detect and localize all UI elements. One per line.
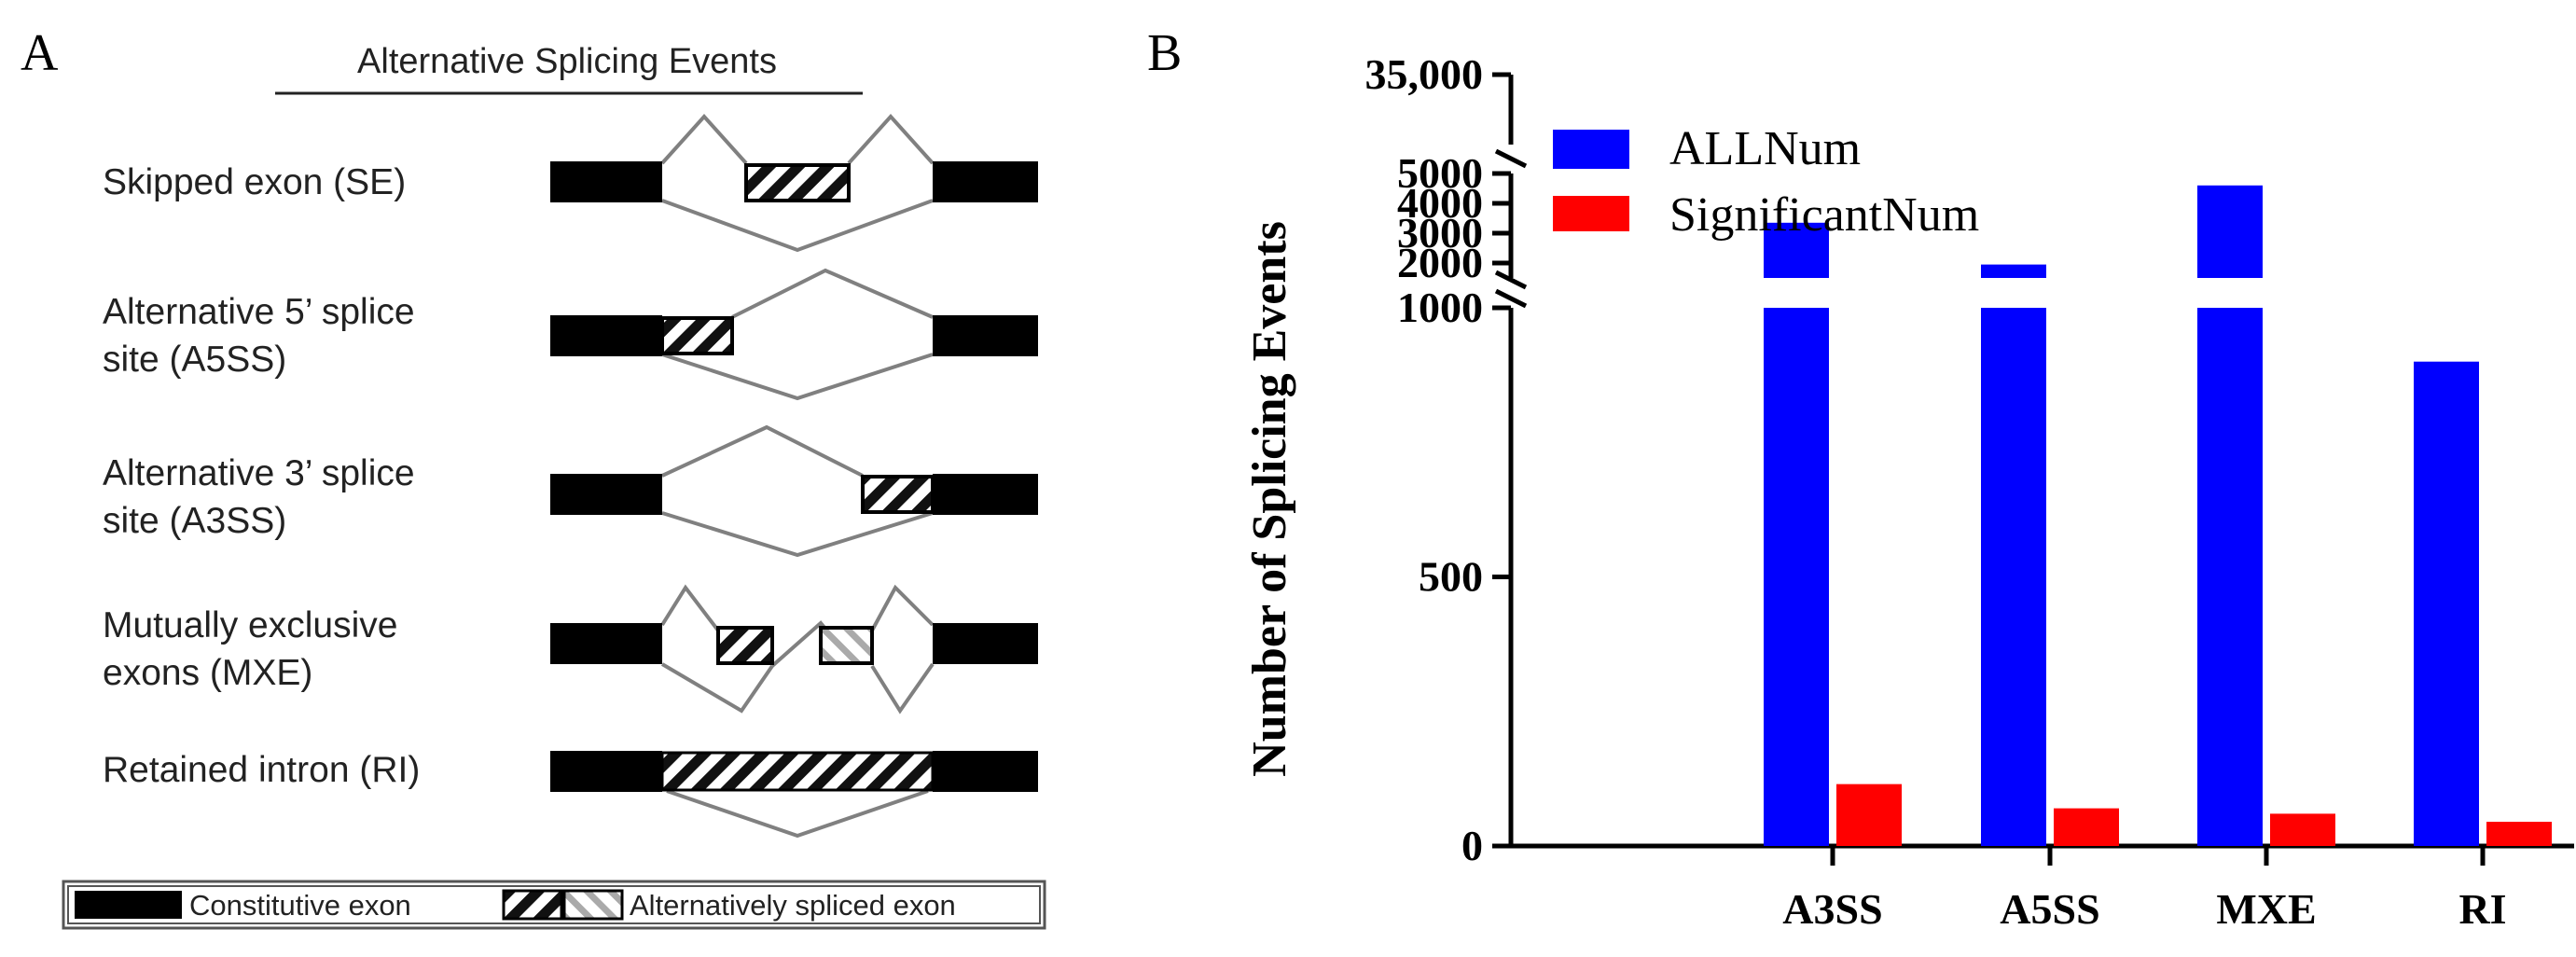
x-tick-label: MXE [2216, 885, 2316, 933]
bar-allnum-a5ss [1981, 308, 2046, 846]
panel-a-label: A [21, 24, 59, 82]
constitutive-exon-left [550, 161, 662, 202]
diagram-a5ss [550, 268, 1038, 401]
event-label-ri: Retained intron (RI) [103, 750, 420, 790]
legend-alternative-swatch-light [562, 889, 624, 921]
diagram-ri [550, 751, 1038, 839]
y-tick-label: 35,000 [1365, 50, 1484, 98]
bar-significantnum-a5ss [2054, 808, 2119, 846]
bar-allnum-a5ss [1981, 264, 2046, 278]
panel-a-legend: Constitutive exon Alternatively spliced … [62, 880, 1046, 930]
axis-break-mark [1494, 288, 1528, 309]
y-tick-label: 3000 [1397, 209, 1483, 257]
panel-b: B Number of Splicing Events 0 500 10002000… [1147, 24, 2574, 933]
panel-a-title: Alternative Splicing Events [357, 42, 777, 81]
bar-significantnum-ri [2486, 822, 2552, 846]
legend-constitutive-swatch [75, 891, 182, 919]
legend-alternative-swatch-dark [502, 889, 563, 921]
y-tick-label: 1000 [1397, 284, 1483, 331]
bar-allnum-ri [2414, 361, 2479, 846]
panel-b-label: B [1147, 24, 1182, 82]
legend-constitutive-label: Constitutive exon [189, 889, 411, 922]
event-label-a5ss-line2: site (A5SS) [103, 340, 286, 380]
x-tick-label: A3SS [1782, 885, 1882, 933]
panel-a: A Alternative Splicing Events Skipped ex… [21, 24, 1046, 930]
diagram-mxe [550, 584, 1038, 714]
diagram-a3ss [550, 424, 1038, 558]
event-label-a3ss-line1: Alternative 3’ splice [103, 453, 415, 493]
event-label-se: Skipped exon (SE) [103, 162, 406, 202]
bar-allnum-a3ss [1764, 308, 1829, 846]
x-tick-label: A5SS [2000, 885, 2099, 933]
axis-break-mark [1494, 270, 1528, 290]
legend-swatch-allnum [1553, 130, 1629, 169]
bar-significantnum-mxe [2270, 813, 2335, 846]
event-label-mxe-line1: Mutually exclusive [103, 605, 397, 645]
event-label-a3ss-line2: site (A3SS) [103, 501, 286, 541]
event-label-mxe-line2: exons (MXE) [103, 653, 312, 693]
event-label-a5ss-line1: Alternative 5’ splice [103, 292, 415, 332]
bar-allnum-mxe [2197, 185, 2263, 278]
legend-label-significantnum: SignificantNum [1669, 188, 1979, 242]
constitutive-exon-right [933, 161, 1038, 202]
legend-alternative-label: Alternatively spliced exon [630, 889, 956, 922]
bars [1764, 185, 2552, 846]
y-tick-label: 4000 [1397, 179, 1483, 227]
bar-significantnum-a3ss [1836, 784, 1902, 846]
y-tick-label: 5000 [1397, 149, 1483, 197]
diagram-se [550, 114, 1038, 253]
y-axis-title: Number of Splicing Events [1243, 221, 1296, 777]
y-tick-label: 2000 [1397, 239, 1483, 286]
legend-swatch-significantnum [1553, 196, 1629, 231]
y-tick-label: 0 [1461, 822, 1483, 869]
chart-legend: ALLNum SignificantNum [1553, 122, 1979, 242]
bar-allnum-a3ss [1764, 222, 1829, 278]
alternative-exon [744, 163, 851, 202]
legend-label-allnum: ALLNum [1669, 122, 1861, 175]
bar-allnum-mxe [2197, 308, 2263, 846]
x-tick-label: RI [2458, 885, 2506, 933]
y-tick-label: 500 [1419, 553, 1483, 601]
axis-break-mark [1494, 148, 1528, 169]
